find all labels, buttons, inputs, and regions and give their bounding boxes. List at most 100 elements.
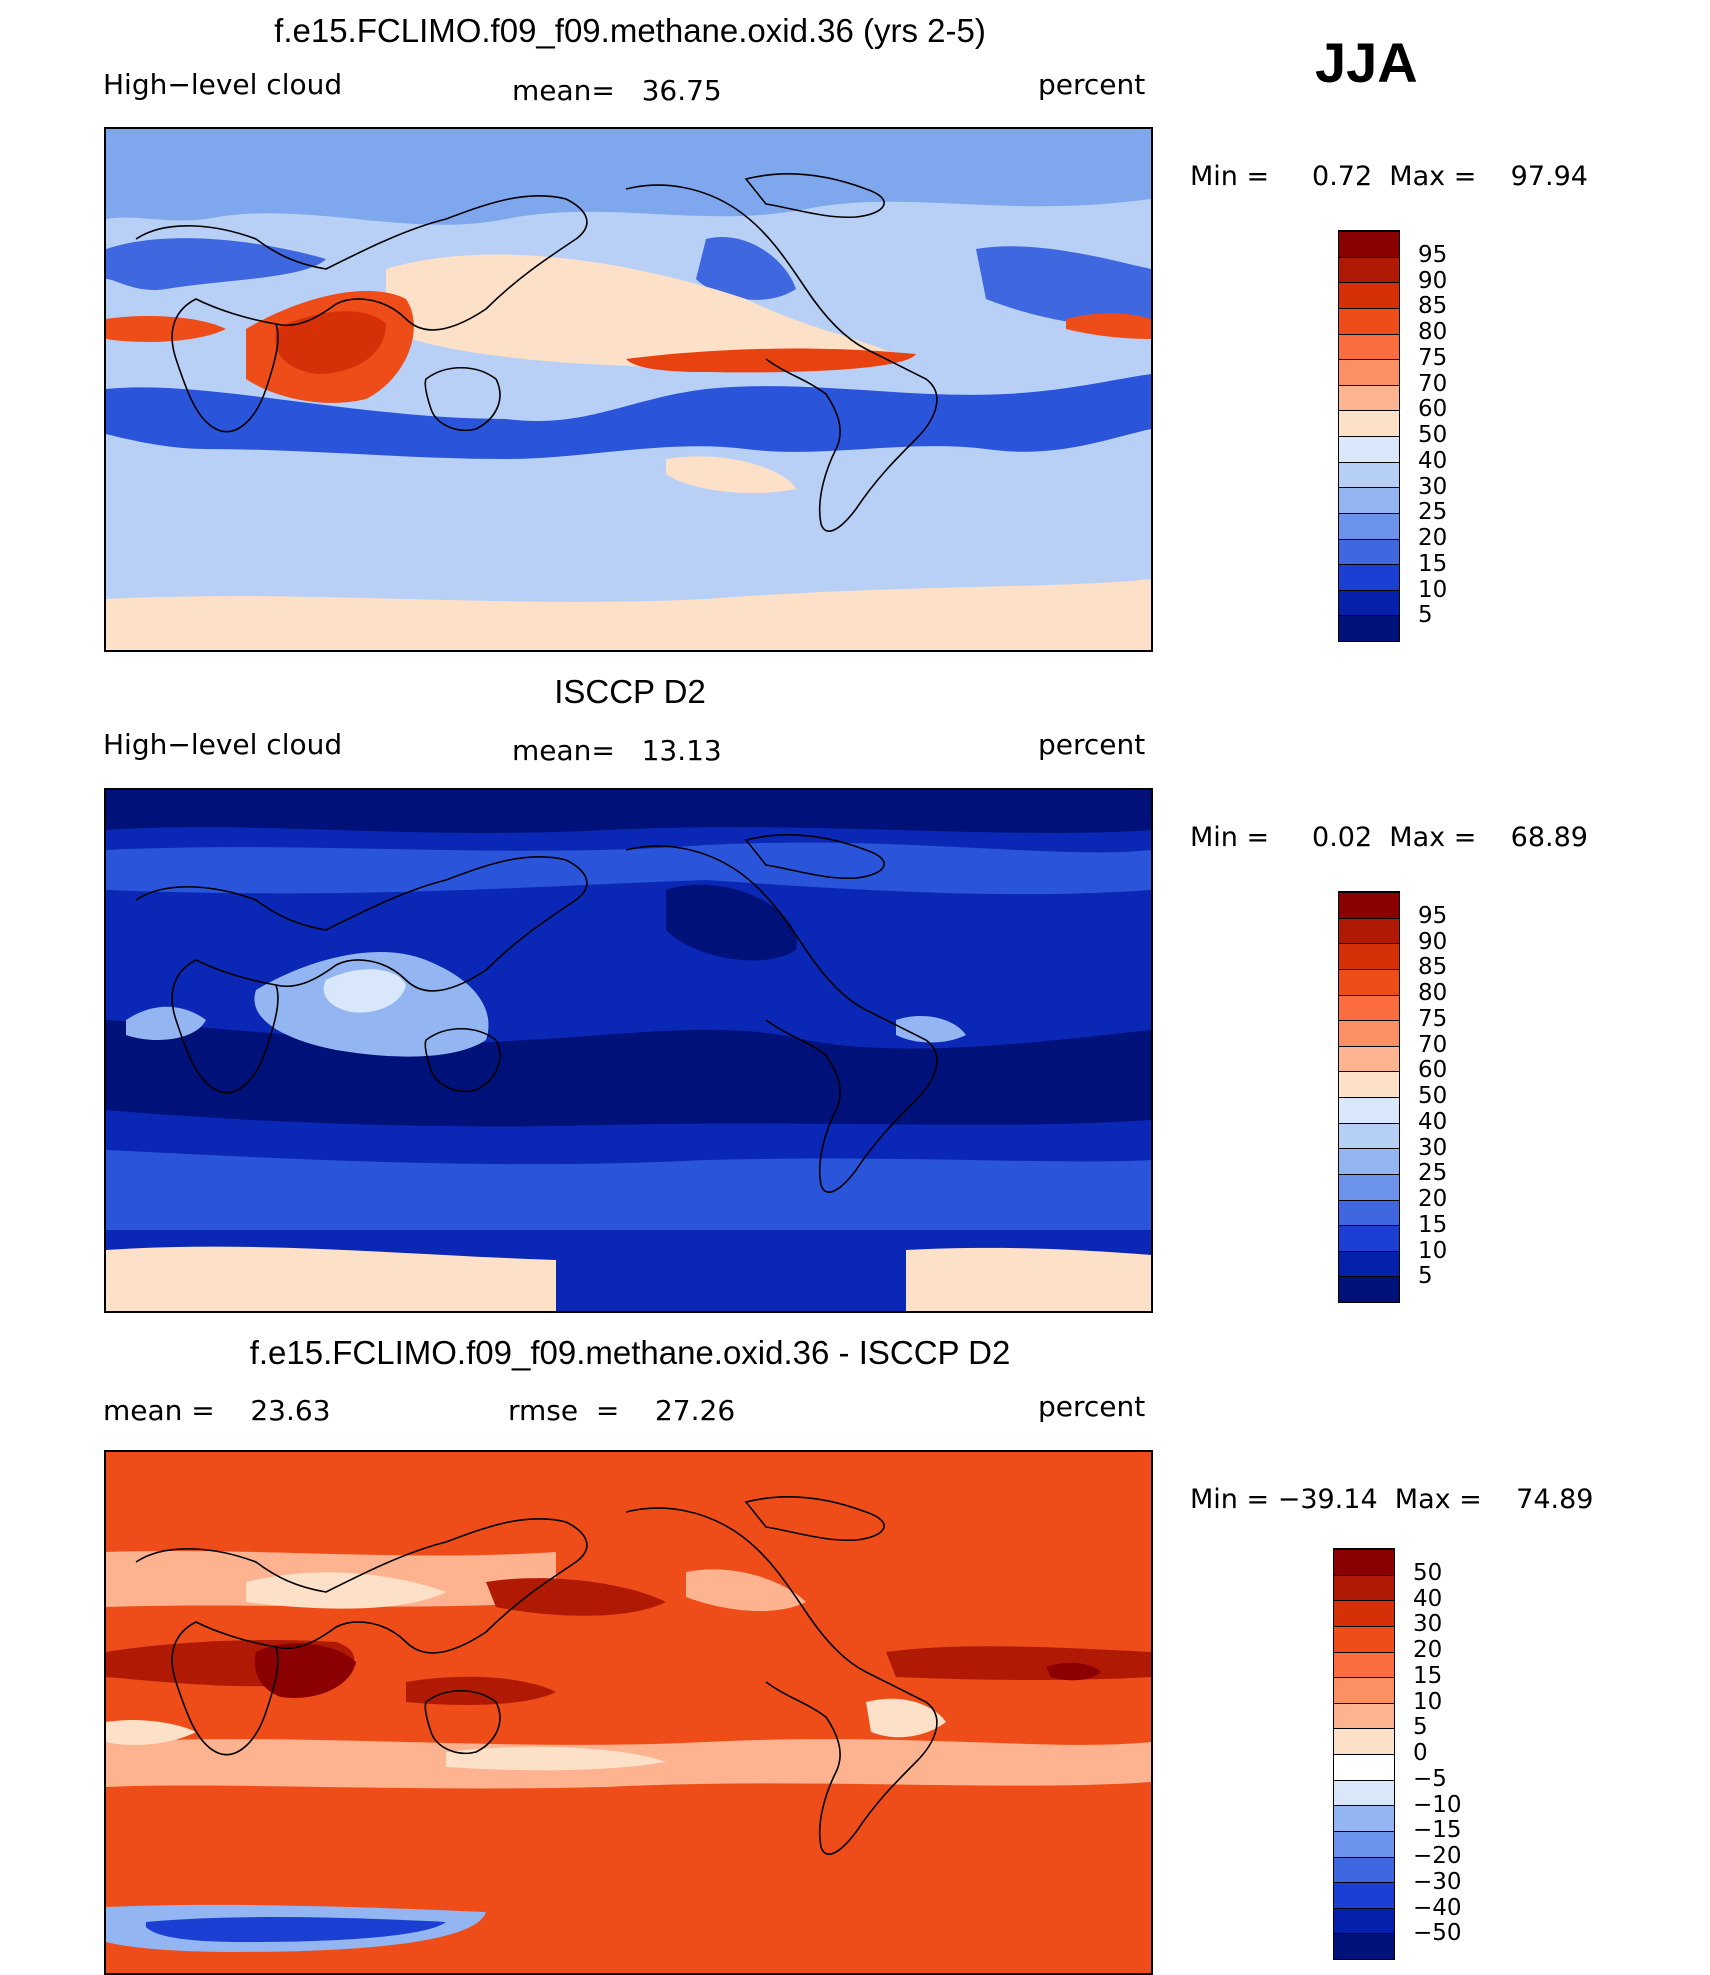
colorbar-swatch xyxy=(1339,231,1399,257)
panel3-rmse-label: rmse = 27.26 xyxy=(508,1394,736,1427)
panel1-central-america xyxy=(626,348,916,373)
colorbar-swatch xyxy=(1339,512,1399,539)
colorbar-tick-label: 70 xyxy=(1418,370,1448,397)
colorbar-tick-label: 30 xyxy=(1418,473,1448,500)
panel2-variable-label: High−level cloud xyxy=(103,728,343,761)
panel1-polar-north xyxy=(106,129,1151,225)
colorbar-swatch xyxy=(1334,1677,1394,1703)
panel1-title: f.e15.FCLIMO.f09_f09.methane.oxid.36 (yr… xyxy=(274,12,986,49)
colorbar-tick-label: −15 xyxy=(1413,1817,1462,1844)
panel1-mean-label: mean= 36.75 xyxy=(512,74,722,107)
colorbar-swatch xyxy=(1339,968,1399,995)
panel1-south-subtropics xyxy=(106,374,1151,459)
colorbar-tick-label: 75 xyxy=(1418,1005,1448,1032)
colorbar-tick-label: 90 xyxy=(1418,928,1448,955)
colorbar-swatch xyxy=(1339,1148,1399,1174)
colorbar-swatch xyxy=(1339,1173,1399,1200)
panel1-north-subtropics xyxy=(106,237,1151,329)
colorbar-tick-label: 30 xyxy=(1418,1134,1448,1161)
colorbar-swatch xyxy=(1334,1805,1394,1831)
panel3-light-bands xyxy=(106,1550,1151,1789)
colorbar-swatch xyxy=(1339,256,1399,283)
panel3-title: f.e15.FCLIMO.f09_f09.methane.oxid.36 - I… xyxy=(249,1334,1011,1371)
panel1-minmax: Min = 0.72 Max = 97.94 xyxy=(1190,161,1588,192)
colorbar-swatch xyxy=(1339,538,1399,565)
colorbar-swatch xyxy=(1334,1651,1394,1678)
colorbar-swatch xyxy=(1339,1276,1399,1302)
colorbar-swatch xyxy=(1339,359,1399,385)
panel3-minmax: Min = −39.14 Max = 74.89 xyxy=(1190,1484,1594,1515)
colorbar-tick-label: 85 xyxy=(1418,293,1448,320)
colorbar-tick-label: 5 xyxy=(1418,602,1433,629)
colorbar-swatch xyxy=(1339,384,1399,411)
colorbar-tick-label: 85 xyxy=(1418,954,1448,981)
colorbar-swatch xyxy=(1334,1933,1394,1959)
colorbar-swatch xyxy=(1334,1882,1394,1908)
colorbar-swatch xyxy=(1339,487,1399,513)
panel1-antarctic xyxy=(106,579,1151,650)
colorbar-tick-label: 50 xyxy=(1418,422,1448,448)
colorbar-swatch xyxy=(1334,1830,1394,1857)
panel2-contour-field xyxy=(106,790,1151,1311)
colorbar-swatch xyxy=(1339,994,1399,1021)
panel1-colorbar xyxy=(1338,230,1400,642)
colorbar-tick-label: −10 xyxy=(1413,1791,1462,1818)
colorbar-swatch xyxy=(1339,1071,1399,1097)
panel3-colorbar xyxy=(1333,1548,1395,1960)
panel3-units-label: percent xyxy=(1038,1390,1146,1423)
colorbar-tick-label: 95 xyxy=(1418,241,1448,268)
colorbar-swatch xyxy=(1339,1250,1399,1277)
panel2-monsoon xyxy=(323,969,406,1013)
colorbar-tick-label: 80 xyxy=(1418,319,1448,345)
colorbar-tick-label: 40 xyxy=(1418,447,1448,474)
colorbar-swatch xyxy=(1339,589,1399,616)
colorbar-swatch xyxy=(1339,1097,1399,1123)
colorbar-tick-label: 25 xyxy=(1418,1160,1448,1187)
colorbar-tick-label: 25 xyxy=(1418,499,1448,526)
colorbar-swatch xyxy=(1339,410,1399,436)
colorbar-swatch xyxy=(1334,1728,1394,1754)
colorbar-swatch xyxy=(1339,1020,1399,1046)
panel2-title: ISCCP D2 xyxy=(554,673,706,710)
colorbar-tick-label: −30 xyxy=(1413,1868,1462,1895)
colorbar-tick-label: 50 xyxy=(1413,1559,1443,1586)
colorbar-tick-label: 70 xyxy=(1418,1031,1448,1058)
colorbar-tick-label: 95 xyxy=(1418,902,1448,929)
panel3-coastlines xyxy=(135,1496,938,1855)
colorbar-swatch xyxy=(1339,917,1399,944)
colorbar-swatch xyxy=(1339,1122,1399,1149)
colorbar-tick-label: 50 xyxy=(1418,1083,1448,1109)
panel1-pacific-itcz xyxy=(386,254,906,494)
panel2-units-label: percent xyxy=(1038,728,1146,761)
colorbar-tick-label: 15 xyxy=(1418,1211,1448,1238)
colorbar-swatch xyxy=(1339,333,1399,360)
panel2-coastlines xyxy=(135,834,938,1193)
colorbar-swatch xyxy=(1334,1600,1394,1626)
panel3-hot-regions xyxy=(106,1578,1151,1705)
colorbar-swatch xyxy=(1339,282,1399,308)
colorbar-tick-label: 20 xyxy=(1418,525,1448,551)
panel2-midlatitude xyxy=(106,842,1151,1230)
panel2-minmax: Min = 0.02 Max = 68.89 xyxy=(1190,822,1588,853)
colorbar-swatch xyxy=(1334,1856,1394,1883)
colorbar-tick-label: 40 xyxy=(1413,1585,1443,1612)
panel3-mean-label: mean = 23.63 xyxy=(103,1394,331,1427)
panel1-units-label: percent xyxy=(1038,68,1146,101)
colorbar-tick-label: 10 xyxy=(1418,576,1448,603)
colorbar-swatch xyxy=(1339,1225,1399,1251)
colorbar-tick-label: −40 xyxy=(1413,1894,1462,1921)
colorbar-swatch xyxy=(1339,1199,1399,1226)
colorbar-swatch xyxy=(1334,1702,1394,1729)
panel1-monsoon-core xyxy=(275,311,386,374)
colorbar-swatch xyxy=(1339,436,1399,462)
colorbar-swatch xyxy=(1339,307,1399,334)
colorbar-tick-label: −20 xyxy=(1413,1843,1462,1869)
colorbar-tick-label: 10 xyxy=(1418,1237,1448,1264)
colorbar-tick-label: 75 xyxy=(1418,344,1448,371)
colorbar-tick-label: 60 xyxy=(1418,1057,1448,1084)
colorbar-tick-label: 5 xyxy=(1413,1714,1428,1741)
colorbar-swatch xyxy=(1339,1045,1399,1072)
colorbar-tick-label: 15 xyxy=(1418,550,1448,577)
colorbar-swatch xyxy=(1334,1779,1394,1806)
colorbar-tick-label: −50 xyxy=(1413,1920,1462,1947)
